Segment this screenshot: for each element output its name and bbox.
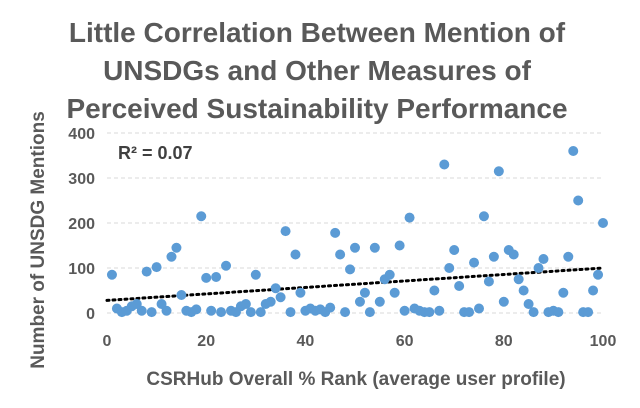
y-tick-label: 400	[68, 126, 95, 143]
y-tick-label: 100	[68, 261, 95, 278]
data-point	[384, 269, 395, 280]
data-point	[285, 307, 296, 318]
data-point	[568, 146, 579, 156]
data-point	[518, 285, 529, 296]
data-point	[424, 307, 435, 318]
data-point	[454, 281, 465, 291]
data-point	[573, 195, 584, 206]
x-axis-title: CSRHub Overall % Rank (average user prof…	[146, 369, 565, 390]
data-point	[493, 166, 504, 177]
data-point	[216, 307, 227, 318]
data-point	[106, 269, 117, 280]
data-point	[558, 287, 569, 298]
data-point	[161, 305, 172, 316]
data-point	[141, 266, 152, 277]
data-point	[474, 303, 484, 314]
data-point	[488, 251, 499, 262]
data-point	[325, 302, 336, 313]
data-point	[399, 305, 410, 316]
data-point	[389, 287, 400, 298]
data-point	[196, 211, 207, 222]
data-point	[434, 305, 445, 316]
gridlines	[107, 132, 603, 314]
data-point	[464, 307, 475, 318]
data-point	[280, 226, 291, 237]
trendline	[105, 266, 605, 302]
data-point	[146, 307, 157, 318]
data-points	[106, 146, 608, 318]
x-tick-label: 40	[297, 333, 315, 350]
data-point	[270, 283, 281, 294]
data-point	[528, 307, 539, 318]
data-point	[598, 218, 608, 228]
data-point	[478, 211, 489, 222]
data-point	[583, 307, 594, 318]
data-point	[221, 260, 232, 271]
data-point	[563, 251, 574, 262]
data-point	[593, 269, 604, 280]
data-point	[508, 249, 519, 260]
data-point	[369, 242, 380, 253]
chart-title-line-1: Little Correlation Between Mention of	[69, 17, 566, 48]
data-point	[295, 287, 306, 298]
data-point	[211, 272, 222, 282]
data-point	[250, 269, 261, 280]
x-tick-label: 20	[197, 333, 215, 350]
y-tick-labels: 0 100 200 300 400	[68, 126, 95, 323]
data-point	[444, 263, 455, 273]
data-point	[533, 263, 544, 273]
data-point	[350, 242, 360, 253]
data-point	[359, 287, 370, 298]
data-point	[483, 276, 494, 287]
chart-title-line-3: Perceived Sustainability Performance	[66, 93, 567, 124]
x-tick-label: 100	[590, 333, 617, 350]
y-tick-label: 200	[68, 216, 95, 233]
data-point	[429, 285, 440, 296]
data-point	[340, 307, 351, 318]
data-point	[588, 285, 599, 296]
data-point	[345, 264, 356, 275]
data-point	[513, 274, 524, 285]
chart-title-line-2: UNSDGs and Other Measures of	[103, 55, 532, 86]
data-point	[553, 307, 564, 318]
data-point	[290, 249, 301, 260]
data-point	[166, 251, 177, 262]
data-point	[354, 296, 365, 307]
data-point	[151, 262, 162, 273]
data-point	[523, 299, 534, 309]
data-point	[394, 240, 405, 251]
data-point	[498, 296, 509, 307]
data-point	[191, 304, 202, 315]
y-tick-label: 300	[68, 171, 95, 188]
data-point	[171, 242, 182, 253]
data-point	[330, 227, 341, 238]
data-point	[335, 249, 346, 260]
data-point	[374, 296, 385, 307]
data-point	[538, 254, 549, 264]
y-axis-title: Number of UNSDG Mentions	[28, 111, 49, 369]
data-point	[201, 272, 212, 283]
data-point	[255, 307, 266, 318]
data-point	[275, 292, 286, 303]
x-tick-labels: 0 20 40 60 80 100	[103, 333, 617, 350]
r-squared-label: R² = 0.07	[118, 143, 193, 163]
data-point	[364, 307, 375, 318]
x-tick-label: 80	[495, 333, 513, 350]
x-tick-label: 0	[103, 333, 112, 350]
data-point	[404, 212, 415, 223]
data-point	[176, 290, 187, 300]
y-tick-label: 0	[86, 306, 95, 323]
data-point	[439, 159, 450, 170]
data-point	[469, 257, 480, 268]
data-point	[245, 307, 256, 318]
data-point	[206, 305, 217, 316]
x-tick-label: 60	[396, 333, 414, 350]
data-point	[265, 296, 276, 307]
data-point	[136, 305, 147, 316]
data-point	[449, 245, 460, 255]
data-point	[240, 299, 251, 309]
